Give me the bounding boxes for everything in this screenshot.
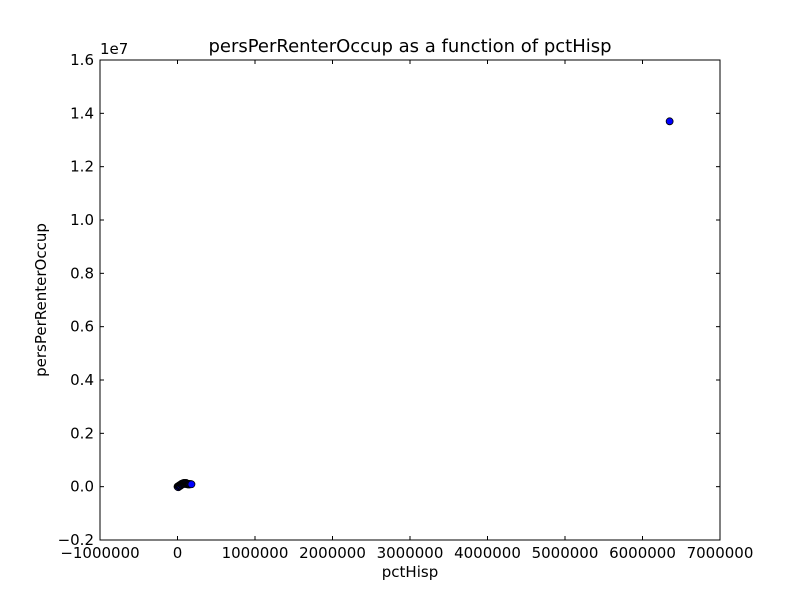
y-axis-offset-text: 1e7 <box>100 40 128 58</box>
y-axis-ticks: −0.2 0.0 0.2 0.4 0.6 0.8 1.0 1.2 1.4 1.6 <box>58 51 720 549</box>
x-tick-label: 6000000 <box>609 544 676 562</box>
y-tick-label: −0.2 <box>58 531 94 549</box>
points-layer <box>173 117 674 492</box>
data-point <box>665 117 674 126</box>
chart-title: persPerRenterOccup as a function of pctH… <box>208 36 611 57</box>
x-tick-label: 3000000 <box>377 544 444 562</box>
plot-area: −1000000 0 1000000 2000000 3000000 4000000 500… <box>58 51 754 562</box>
y-tick-label: 1.0 <box>70 211 94 229</box>
y-tick-label: 1.4 <box>70 104 94 122</box>
y-tick-label: 0.6 <box>70 318 94 336</box>
x-tick-label: 1000000 <box>222 544 289 562</box>
x-tick-label: −1000000 <box>60 544 139 562</box>
x-tick-label: 0 <box>173 544 183 562</box>
y-tick-label: 0.0 <box>70 478 94 496</box>
y-tick-label: 1.2 <box>70 158 94 176</box>
x-tick-label: 5000000 <box>532 544 599 562</box>
x-axis-ticks: −1000000 0 1000000 2000000 3000000 4000000 500… <box>60 60 753 562</box>
y-tick-label: 1.6 <box>70 51 94 69</box>
data-point <box>187 480 196 489</box>
y-tick-label: 0.8 <box>70 264 94 282</box>
x-tick-label: 4000000 <box>454 544 521 562</box>
x-tick-label: 7000000 <box>687 544 754 562</box>
x-tick-label: 2000000 <box>299 544 366 562</box>
x-axis-label: pctHisp <box>382 563 438 581</box>
y-tick-label: 0.4 <box>70 371 94 389</box>
y-tick-label: 0.2 <box>70 424 94 442</box>
y-axis-label: persPerRenterOccup <box>32 223 50 377</box>
